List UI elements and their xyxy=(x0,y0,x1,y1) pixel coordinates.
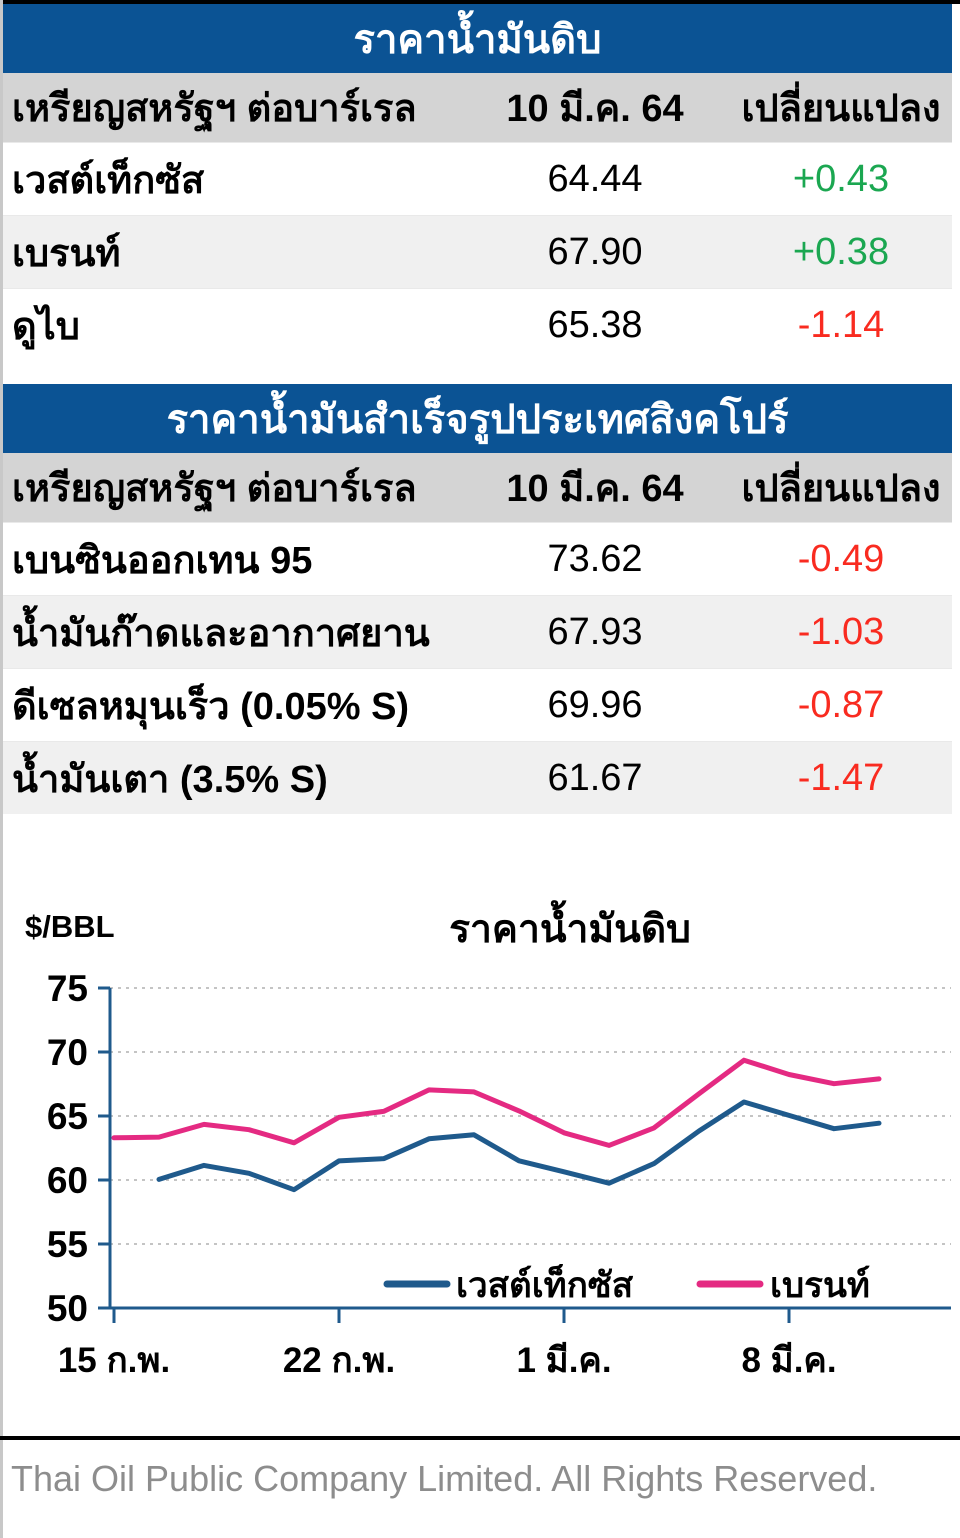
line-chart-canvas: 50 55 60 65 70 75 15 ก.พ. 22 ก.พ. 1 มี.ค. 8 มี.ค.… xyxy=(47,968,951,1380)
legend-label-0: เวสต์เท็กซัส xyxy=(456,1263,634,1305)
x-tick-label: 15 ก.พ. xyxy=(58,1341,170,1380)
row-value: 65.38 xyxy=(547,303,643,346)
chart-title: ราคาน้ำมันดิบ xyxy=(449,908,691,951)
legend-label-1: เบรนท์ xyxy=(770,1265,870,1305)
y-tick-label: 70 xyxy=(47,1032,88,1073)
refined-table-rows: เบนซินออกเทน 95 73.62 -0.49 น้ำมันก๊าดและอา… xyxy=(3,522,952,814)
table-row: น้ำมันเตา (3.5% S) 61.67 -1.47 xyxy=(3,741,952,814)
row-change: +0.43 xyxy=(792,157,890,200)
row-label: น้ำมันเตา (3.5% S) xyxy=(12,758,328,801)
table-row: เบนซินออกเทน 95 73.62 -0.49 xyxy=(3,522,952,595)
singapore-refined-price-table: ราคาน้ำมันสำเร็จรูปประเทศสิงคโปร์ เหรียญ… xyxy=(3,384,952,814)
date-column-header: 10 มี.ค. 64 xyxy=(506,88,684,130)
crude-oil-price-chart: $/BBL ราคาน้ำมันดิบ 50 55 60 65 70 75 15 ก.พ. 2… xyxy=(0,885,960,1440)
y-tick-label: 75 xyxy=(47,968,88,1009)
table-row: เวสต์เท็กซัส 64.44 +0.43 xyxy=(3,142,952,215)
row-label: เวสต์เท็กซัส xyxy=(12,159,205,202)
top-border xyxy=(0,0,960,4)
chart-y-axis-unit: $/BBL xyxy=(25,909,115,944)
x-tick-label: 8 มี.ค. xyxy=(741,1341,836,1380)
crude-table-rows: เวสต์เท็กซัส 64.44 +0.43 เบรนท์ 67.90 +0.38 ดู… xyxy=(3,142,952,361)
refined-table-title: ราคาน้ำมันสำเร็จรูปประเทศสิงคโปร์ xyxy=(3,384,952,453)
row-change: -1.14 xyxy=(797,303,885,346)
unit-column-header: เหรียญสหรัฐฯ ต่อบาร์เรล xyxy=(12,88,417,130)
row-change: -1.03 xyxy=(797,610,885,653)
date-column-header: 10 มี.ค. 64 xyxy=(506,468,684,510)
refined-table-subheader: เหรียญสหรัฐฯ ต่อบาร์เรล 10 มี.ค. 64 เปลี… xyxy=(3,453,952,522)
table-row: น้ำมันก๊าดและอากาศยาน 67.93 -1.03 xyxy=(3,595,952,668)
footer-divider xyxy=(0,1436,960,1440)
left-border xyxy=(0,0,3,1538)
row-label: เบนซินออกเทน 95 xyxy=(12,539,313,582)
row-value: 67.93 xyxy=(547,610,643,653)
y-tick-label: 60 xyxy=(47,1160,88,1201)
footer-copyright: Thai Oil Public Company Limited. All Rig… xyxy=(11,1458,878,1499)
change-column-header: เปลี่ยนแปลง xyxy=(741,468,941,510)
row-value: 73.62 xyxy=(547,537,643,580)
x-tick-label: 22 ก.พ. xyxy=(283,1341,395,1380)
unit-column-header: เหรียญสหรัฐฯ ต่อบาร์เรล xyxy=(12,468,417,510)
row-change: -0.49 xyxy=(797,537,885,580)
x-tick-label: 1 มี.ค. xyxy=(516,1341,611,1380)
row-change: -0.87 xyxy=(797,683,885,726)
row-label: น้ำมันก๊าดและอากาศยาน xyxy=(12,612,430,655)
row-label: เบรนท์ xyxy=(12,232,121,275)
y-tick-label: 55 xyxy=(47,1224,88,1265)
crude-oil-price-table: ราคาน้ำมันดิบ เหรียญสหรัฐฯ ต่อบาร์เรล 10… xyxy=(3,4,952,361)
row-value: 69.96 xyxy=(547,683,643,726)
row-value: 61.67 xyxy=(547,756,643,799)
row-value: 67.90 xyxy=(547,230,643,273)
series-line-1 xyxy=(111,1057,882,1148)
table-row: เบรนท์ 67.90 +0.38 xyxy=(3,215,952,288)
y-tick-label: 50 xyxy=(47,1288,88,1329)
y-tick-label: 65 xyxy=(47,1096,88,1137)
change-column-header: เปลี่ยนแปลง xyxy=(741,88,941,130)
table-row: ดีเซลหมุนเร็ว (0.05% S) 69.96 -0.87 xyxy=(3,668,952,741)
series-line-0 xyxy=(156,1099,882,1193)
row-change: +0.38 xyxy=(792,230,890,273)
crude-table-subheader: เหรียญสหรัฐฯ ต่อบาร์เรล 10 มี.ค. 64 เปลี… xyxy=(3,73,952,142)
row-value: 64.44 xyxy=(547,157,643,200)
table-row: ดูไบ 65.38 -1.14 xyxy=(3,288,952,361)
crude-table-title: ราคาน้ำมันดิบ xyxy=(3,4,952,73)
row-change: -1.47 xyxy=(797,756,885,799)
row-label: ดูไบ xyxy=(12,305,80,348)
row-label: ดีเซลหมุนเร็ว (0.05% S) xyxy=(12,685,410,728)
